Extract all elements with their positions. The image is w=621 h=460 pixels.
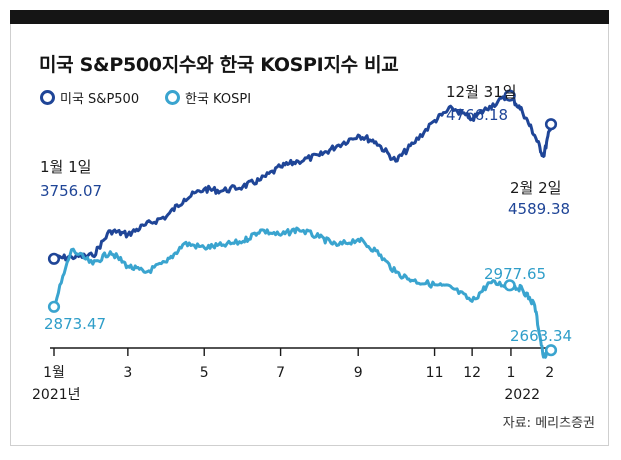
annotation-group: 1월 1일 3756.07 12월 31일 4766.18 2월 2일 4589… [40,83,572,345]
legend-item-kospi: 한국 KOSPI [165,88,251,107]
series-line-kospi [52,226,553,359]
x-tick-label: 12 [463,365,481,381]
x-year-label: 2021년 [32,387,81,403]
x-tick-label: 2 [545,365,554,381]
marker-kospi [47,300,61,313]
marker-sp500 [544,118,558,131]
x-tick-label: 1월 [43,365,65,381]
marker-kospi [544,344,558,357]
x-tick-label: 5 [200,365,209,381]
annotation-sp500-peak-value: 4766.18 [446,106,508,124]
annotation-sp500-end-date: 2월 2일 [510,179,561,197]
series-line-sp500 [52,94,553,262]
chart-frame [10,10,609,446]
x-tick-label: 7 [276,365,285,381]
annotation-kospi-dec31-value: 2977.65 [484,265,546,283]
legend-label-kospi: 한국 KOSPI [185,92,252,107]
legend-marker-kospi [165,90,180,105]
marker-kospi [503,279,516,292]
annotation-sp500-start-date: 1월 1일 [40,158,91,176]
x-tick-label: 1 [506,365,515,381]
annotation-sp500-start-value: 3756.07 [40,182,102,200]
annotation-sp500-end-value: 4589.38 [508,200,570,218]
marker-sp500 [47,252,61,265]
top-bar [10,10,609,24]
marker-sp500 [503,89,516,102]
source-note: 자료: 메리츠증권 [502,416,595,431]
legend-item-sp500: 미국 S&P500 [40,88,139,107]
annotation-kospi-start-value: 2873.47 [44,315,106,333]
legend-label-sp500: 미국 S&P500 [60,92,140,107]
series-group [47,89,558,359]
x-tick-label: 3 [123,365,132,381]
legend-marker-sp500 [40,90,55,105]
x-tick-label: 11 [426,365,444,381]
x-year-label: 2022 [504,387,540,403]
chart-title: 미국 S&P500지수와 한국 KOSPI지수 비교 [39,54,399,76]
annotation-kospi-end-value: 2663.34 [510,327,572,345]
annotation-sp500-peak-date: 12월 31일 [446,83,517,101]
x-tick-label: 9 [354,365,363,381]
